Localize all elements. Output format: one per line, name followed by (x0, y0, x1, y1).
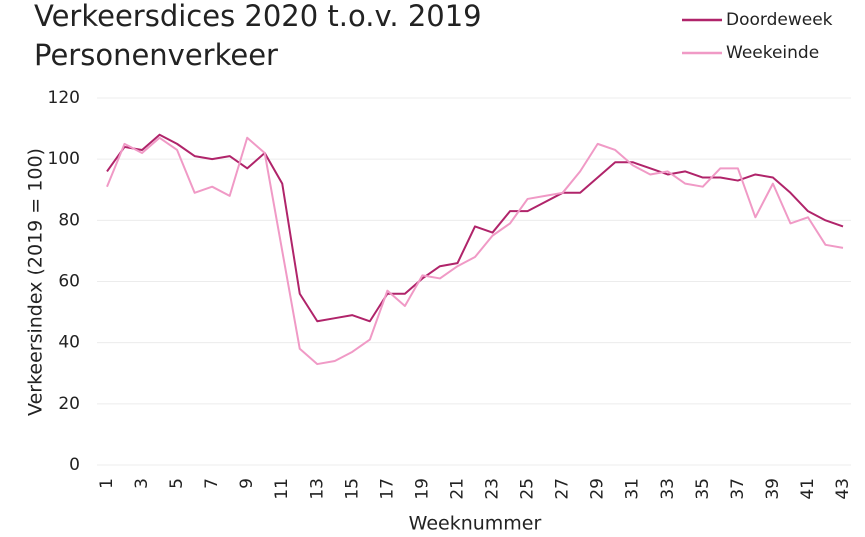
x-tick-label: 33 (658, 478, 678, 500)
x-tick-label: 39 (763, 478, 783, 500)
x-tick-label: 31 (623, 478, 643, 500)
x-tick-label: 25 (518, 478, 538, 500)
legend-label: Weekeinde (726, 43, 819, 63)
y-tick-label: 0 (69, 455, 80, 475)
chart-subtitle: Personenverkeer (34, 38, 278, 72)
x-tick-label: 23 (483, 478, 503, 500)
legend-label: Doordeweek (726, 10, 833, 30)
x-tick-label: 1 (97, 478, 117, 489)
y-tick-label: 20 (58, 394, 80, 414)
y-tick-label: 40 (58, 333, 80, 353)
x-tick-label: 29 (588, 478, 608, 500)
x-tick-label: 9 (237, 478, 257, 489)
x-tick-label: 11 (272, 478, 292, 500)
x-tick-label: 15 (342, 478, 362, 500)
x-tick-label: 5 (167, 478, 187, 489)
y-axis-label: Verkeersindex (2019 = 100) (25, 148, 47, 416)
data-line (106, 133, 844, 323)
x-tick-label: 21 (447, 478, 467, 500)
x-axis-label: Weeknummer (409, 513, 542, 535)
x-tick-label: 43 (833, 478, 853, 500)
x-tick-label: 19 (412, 478, 432, 500)
x-tick-label: 35 (693, 478, 713, 500)
x-tick-label: 7 (202, 478, 222, 489)
x-tick-label: 17 (377, 478, 397, 500)
y-tick-label: 80 (58, 210, 80, 230)
x-tick-label: 3 (132, 478, 152, 489)
data-line (106, 136, 844, 366)
x-tick-label: 37 (728, 478, 748, 500)
x-tick-label: 27 (553, 478, 573, 500)
y-tick-label: 120 (48, 88, 80, 108)
x-tick-label: 41 (798, 478, 818, 500)
y-tick-label: 60 (58, 272, 80, 292)
chart-title: Verkeersdices 2020 t.o.v. 2019 (34, 0, 482, 33)
x-tick-label: 13 (307, 478, 327, 500)
y-tick-label: 100 (48, 149, 80, 169)
